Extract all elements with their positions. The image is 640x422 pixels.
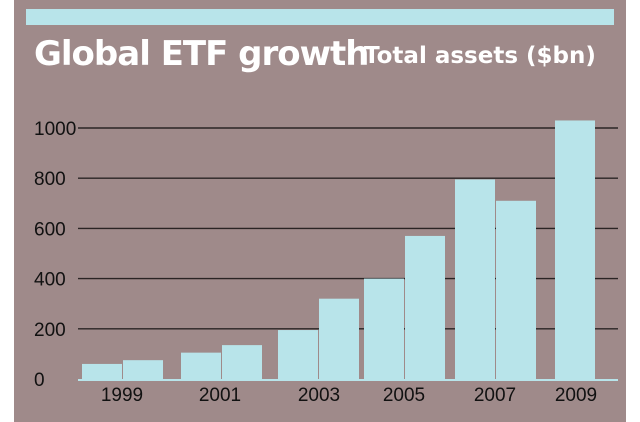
x-tick-label: 2009 [555, 385, 597, 406]
header-accent-bar [26, 9, 614, 25]
bar-2008 [496, 200, 536, 379]
x-tick-label: 2005 [383, 385, 425, 406]
y-tick-label: 800 [34, 169, 66, 190]
y-tick-label: 600 [34, 219, 66, 240]
bar-2006 [405, 235, 445, 379]
bar-2000 [123, 360, 163, 379]
bar-2004 [319, 298, 359, 379]
y-tick-label: 0 [34, 370, 45, 391]
bar-2009 [555, 120, 595, 379]
bars [82, 120, 595, 379]
x-tick-label: 2001 [199, 385, 241, 406]
bar-2002 [222, 345, 262, 379]
y-tick-label: 400 [34, 270, 66, 291]
chart-title: Global ETF growth [34, 34, 370, 74]
bar-chart: 0 200 400 600 800 1000 1999 2001 2003 2005 2007 200… [34, 119, 618, 406]
axis-labels: 0 200 400 600 800 1000 1999 2001 2003 2005 2007 200… [34, 119, 597, 406]
bar-2005 [364, 278, 404, 379]
chart-subtitle: Total assets ($bn) [364, 43, 596, 69]
gridlines [78, 127, 618, 381]
x-tick-label: 1999 [101, 385, 143, 406]
x-tick-label: 2007 [474, 385, 516, 406]
y-tick-label: 200 [34, 320, 66, 341]
bar-2007 [455, 179, 495, 379]
bar-2001 [181, 352, 221, 379]
chart-panel: Global ETF growth Total assets ($bn) 0 20… [14, 0, 626, 422]
x-tick-label: 2003 [298, 385, 340, 406]
bar-2003 [278, 330, 318, 379]
y-tick-label: 1000 [34, 119, 76, 140]
bar-1999 [82, 363, 122, 379]
